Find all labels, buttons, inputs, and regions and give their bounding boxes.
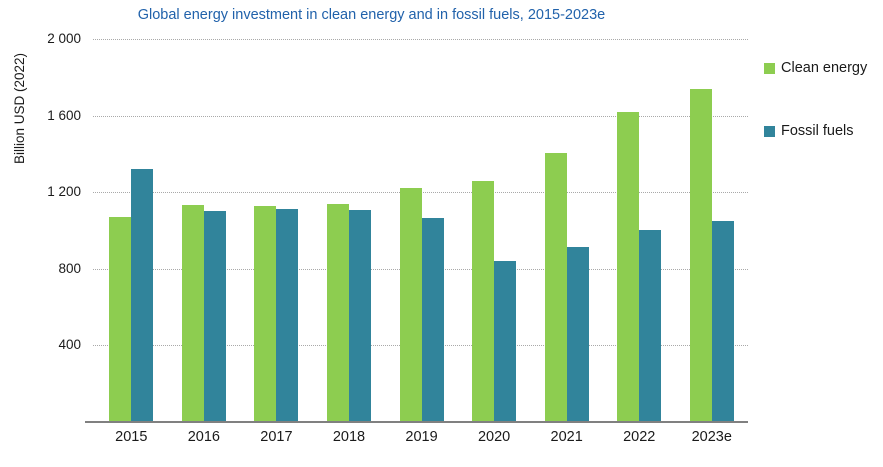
- legend-item-clean-energy: Clean energy: [764, 60, 867, 76]
- bar-clean-energy: [181, 205, 204, 422]
- clean-energy-swatch-icon: [764, 63, 775, 74]
- bar-group-2017: [240, 39, 313, 422]
- legend-label: Fossil fuels: [781, 123, 854, 139]
- y-tick-label: 1 600: [47, 107, 81, 123]
- legend: Clean energy Fossil fuels: [764, 60, 867, 139]
- bar-fossil-fuels: [639, 230, 662, 422]
- bar-group-2021: [530, 39, 603, 422]
- bar-group-2015: [95, 39, 168, 422]
- x-tick-label: 2018: [332, 429, 366, 445]
- fossil-fuels-swatch-icon: [764, 126, 775, 137]
- bar-group-2019: [385, 39, 458, 422]
- chart-title: Global energy investment in clean energy…: [137, 7, 606, 23]
- bar-fossil-fuels: [711, 220, 734, 422]
- plot-area: [85, 39, 748, 423]
- bar-fossil-fuels: [203, 210, 226, 422]
- bar-fossil-fuels: [494, 261, 517, 422]
- bar-fossil-fuels: [566, 246, 589, 422]
- bar-fossil-fuels: [131, 169, 154, 422]
- x-tick-label: 2015: [115, 429, 148, 445]
- x-tick-label: 2016: [187, 429, 220, 445]
- bar-clean-energy: [544, 152, 567, 422]
- bar-fossil-fuels: [348, 210, 371, 422]
- y-tick-label: 1 200: [47, 184, 81, 200]
- bar-group-2016: [168, 39, 241, 422]
- bar-fossil-fuels: [421, 218, 444, 422]
- bar-clean-energy: [254, 206, 277, 422]
- bars-container: [95, 39, 748, 422]
- bar-clean-energy: [326, 204, 349, 422]
- x-axis-tick-labels: 2015 2016 2017 2018 2019 2020 2021 2022 2023e: [95, 429, 748, 445]
- bar-group-2018: [313, 39, 386, 422]
- x-axis-line: [85, 421, 748, 423]
- y-axis-tick-labels: 2 000 1 600 1 200 800 400: [30, 31, 85, 422]
- y-axis-title: Billion USD (2022): [12, 52, 27, 164]
- x-tick-label: 2022: [623, 429, 656, 445]
- bar-clean-energy: [617, 111, 640, 422]
- x-tick-label: 2019: [405, 429, 438, 445]
- bar-group-2022: [603, 39, 676, 422]
- legend-label: Clean energy: [781, 60, 868, 76]
- x-tick-label: 2017: [260, 429, 293, 445]
- x-tick-label: 2023e: [691, 429, 732, 445]
- bar-group-2020: [458, 39, 531, 422]
- y-tick-label: 400: [58, 337, 81, 353]
- gridline: [93, 39, 748, 40]
- bar-clean-energy: [399, 187, 422, 422]
- x-tick-label: 2021: [550, 429, 583, 445]
- gridline: [93, 115, 748, 117]
- y-tick-label: 2 000: [47, 31, 81, 47]
- bar-clean-energy: [472, 181, 495, 422]
- bar-clean-energy: [689, 88, 712, 422]
- bar-fossil-fuels: [276, 209, 299, 422]
- bar-group-2023e: [676, 39, 749, 422]
- x-tick-label: 2020: [477, 429, 511, 445]
- y-tick-label: 800: [58, 260, 81, 276]
- legend-item-fossil-fuels: Fossil fuels: [764, 123, 867, 139]
- bar-clean-energy: [109, 216, 132, 422]
